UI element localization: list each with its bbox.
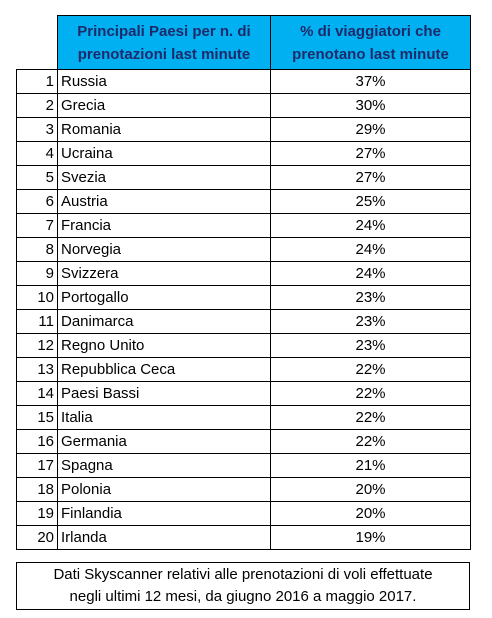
table-row: 9 Svizzera 24% xyxy=(16,261,471,286)
rank-cell: 17 xyxy=(16,453,58,478)
percentage-cell: 19% xyxy=(270,525,471,550)
country-cell: Portogallo xyxy=(57,285,271,310)
rank-cell: 11 xyxy=(16,309,58,334)
table-row: 6 Austria 25% xyxy=(16,189,471,214)
country-cell: Russia xyxy=(57,69,271,94)
percentage-cell: 37% xyxy=(270,69,471,94)
rank-cell: 5 xyxy=(16,165,58,190)
percentage-cell: 27% xyxy=(270,141,471,166)
rank-cell: 10 xyxy=(16,285,58,310)
country-cell: Irlanda xyxy=(57,525,271,550)
percentage-cell: 27% xyxy=(270,165,471,190)
percentage-cell: 24% xyxy=(270,237,471,262)
percentage-cell: 23% xyxy=(270,333,471,358)
source-footnote: Dati Skyscanner relativi alle prenotazio… xyxy=(16,562,470,610)
table-row: 12 Regno Unito 23% xyxy=(16,333,471,358)
percentage-cell: 24% xyxy=(270,261,471,286)
country-cell: Grecia xyxy=(57,93,271,118)
table-row: 20 Irlanda 19% xyxy=(16,525,471,550)
country-cell: Regno Unito xyxy=(57,333,271,358)
percentage-cell: 23% xyxy=(270,285,471,310)
percentage-cell: 25% xyxy=(270,189,471,214)
rank-cell: 12 xyxy=(16,333,58,358)
percentage-cell: 22% xyxy=(270,357,471,382)
rank-cell: 1 xyxy=(16,69,58,94)
table-row: 5 Svezia 27% xyxy=(16,165,471,190)
percentage-cell: 29% xyxy=(270,117,471,142)
table-body: 1 Russia 37% 2 Grecia 30% 3 Romania 29% 4 Ucraina 2… xyxy=(16,69,471,550)
percentage-cell: 22% xyxy=(270,429,471,454)
header-corner-cell xyxy=(16,15,58,70)
percentage-cell: 22% xyxy=(270,405,471,430)
last-minute-ranking-table: Principali Paesi per n. di prenotazioni … xyxy=(16,15,471,550)
country-cell: Spagna xyxy=(57,453,271,478)
country-cell: Francia xyxy=(57,213,271,238)
table-row: 19 Finlandia 20% xyxy=(16,501,471,526)
percentage-cell: 22% xyxy=(270,381,471,406)
rank-cell: 13 xyxy=(16,357,58,382)
table-row: 1 Russia 37% xyxy=(16,69,471,94)
country-cell: Ucraina xyxy=(57,141,271,166)
country-cell: Polonia xyxy=(57,477,271,502)
table-row: 3 Romania 29% xyxy=(16,117,471,142)
header-percentage-line2: prenotano last minute xyxy=(292,45,449,63)
footnote-line2: negli ultimi 12 mesi, da giugno 2016 a m… xyxy=(69,588,417,605)
rank-cell: 7 xyxy=(16,213,58,238)
table-row: 8 Norvegia 24% xyxy=(16,237,471,262)
rank-cell: 2 xyxy=(16,93,58,118)
country-cell: Svizzera xyxy=(57,261,271,286)
country-cell: Germania xyxy=(57,429,271,454)
header-country-line2: prenotazioni last minute xyxy=(77,45,251,63)
header-country: Principali Paesi per n. di prenotazioni … xyxy=(57,15,271,70)
rank-cell: 4 xyxy=(16,141,58,166)
percentage-cell: 23% xyxy=(270,309,471,334)
country-cell: Repubblica Ceca xyxy=(57,357,271,382)
rank-cell: 18 xyxy=(16,477,58,502)
country-cell: Romania xyxy=(57,117,271,142)
country-cell: Italia xyxy=(57,405,271,430)
percentage-cell: 24% xyxy=(270,213,471,238)
country-cell: Norvegia xyxy=(57,237,271,262)
percentage-cell: 21% xyxy=(270,453,471,478)
table-row: 13 Repubblica Ceca 22% xyxy=(16,357,471,382)
country-cell: Paesi Bassi xyxy=(57,381,271,406)
table-header-row: Principali Paesi per n. di prenotazioni … xyxy=(16,15,471,70)
country-cell: Austria xyxy=(57,189,271,214)
table-row: 14 Paesi Bassi 22% xyxy=(16,381,471,406)
rank-cell: 3 xyxy=(16,117,58,142)
country-cell: Svezia xyxy=(57,165,271,190)
table-row: 2 Grecia 30% xyxy=(16,93,471,118)
header-country-line1: Principali Paesi per n. di xyxy=(77,22,251,40)
rank-cell: 20 xyxy=(16,525,58,550)
table-row: 16 Germania 22% xyxy=(16,429,471,454)
header-percentage-line1: % di viaggiatori che xyxy=(300,22,441,40)
table-row: 11 Danimarca 23% xyxy=(16,309,471,334)
rank-cell: 16 xyxy=(16,429,58,454)
percentage-cell: 20% xyxy=(270,501,471,526)
rank-cell: 14 xyxy=(16,381,58,406)
rank-cell: 6 xyxy=(16,189,58,214)
footnote-line1: Dati Skyscanner relativi alle prenotazio… xyxy=(53,566,433,583)
table-row: 15 Italia 22% xyxy=(16,405,471,430)
rank-cell: 9 xyxy=(16,261,58,286)
table-row: 17 Spagna 21% xyxy=(16,453,471,478)
country-cell: Finlandia xyxy=(57,501,271,526)
table-row: 4 Ucraina 27% xyxy=(16,141,471,166)
table-row: 10 Portogallo 23% xyxy=(16,285,471,310)
rank-cell: 8 xyxy=(16,237,58,262)
rank-cell: 15 xyxy=(16,405,58,430)
table-row: 18 Polonia 20% xyxy=(16,477,471,502)
table-row: 7 Francia 24% xyxy=(16,213,471,238)
header-percentage: % di viaggiatori che prenotano last minu… xyxy=(270,15,471,70)
rank-cell: 19 xyxy=(16,501,58,526)
percentage-cell: 20% xyxy=(270,477,471,502)
percentage-cell: 30% xyxy=(270,93,471,118)
country-cell: Danimarca xyxy=(57,309,271,334)
